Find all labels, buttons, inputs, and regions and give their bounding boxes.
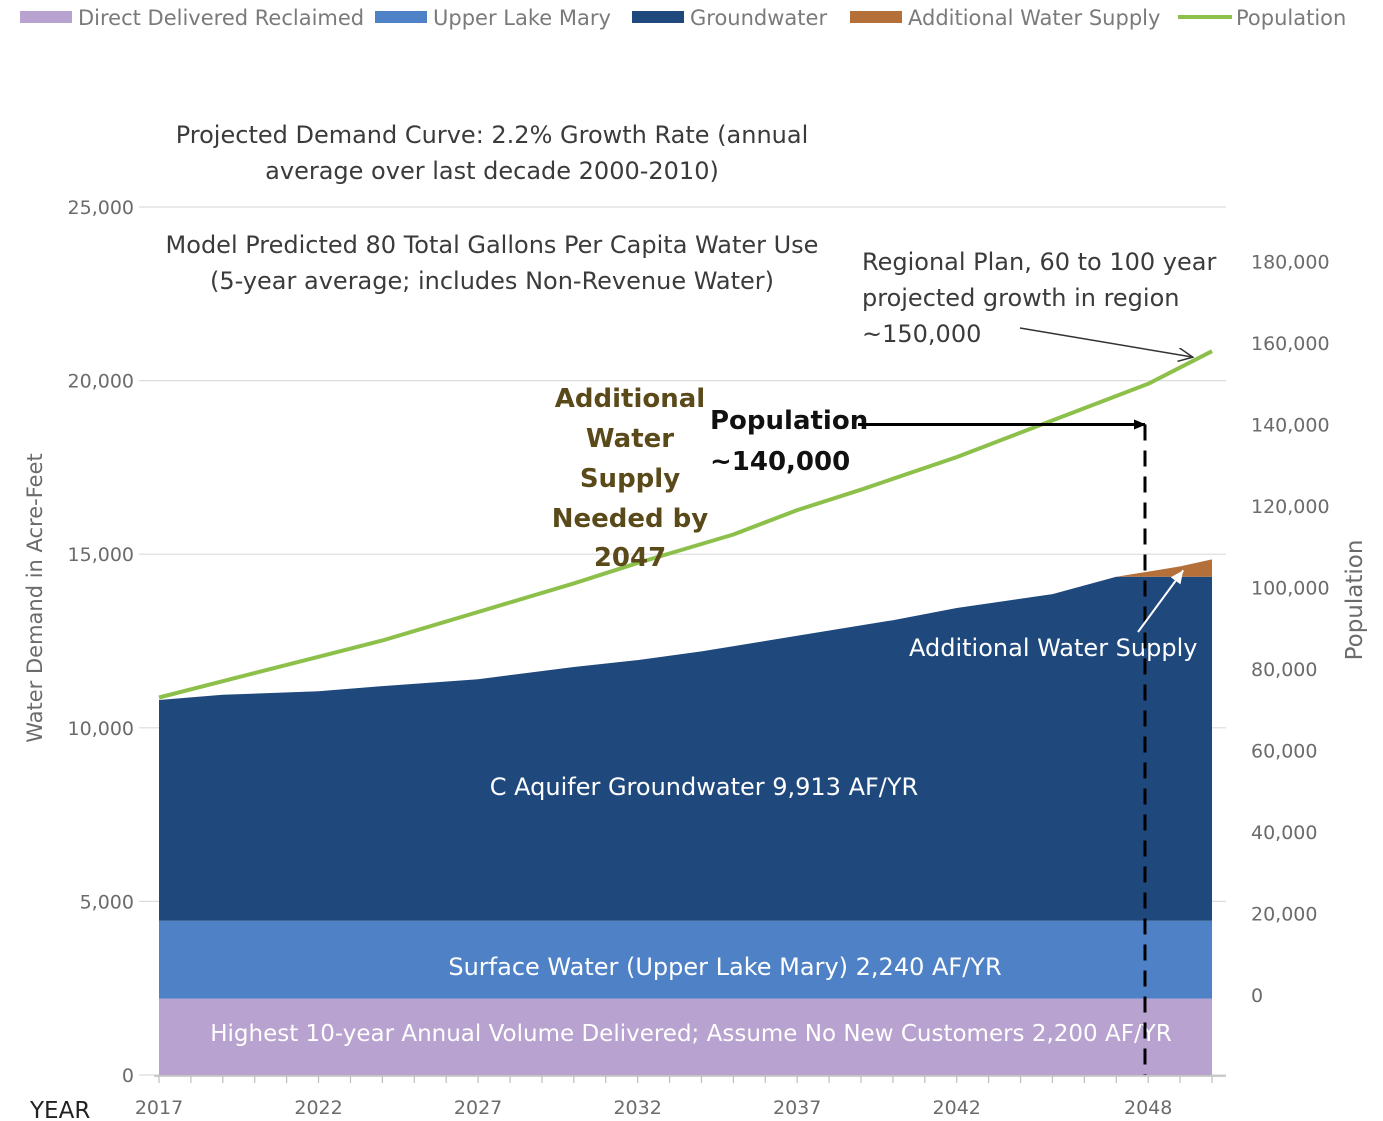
legend-item-upper-lake-mary: Upper Lake Mary	[375, 6, 611, 30]
y-tick-label-2: 10,000	[68, 718, 134, 740]
legend-label-additional-water-supply: Additional Water Supply	[908, 6, 1160, 30]
supply-needed-note: Additional Water Supply Needed by 2047	[552, 384, 709, 573]
gpcd-line-1: Model Predicted 80 Total Gallons Per Cap…	[166, 231, 819, 259]
y2-tick-label-1: 20,000	[1251, 904, 1317, 926]
y-tick-label-5: 25,000	[68, 197, 134, 219]
gpcd-line-2: (5-year average; includes Non-Revenue Wa…	[210, 267, 774, 295]
legend: Direct Delivered Reclaimed Upper Lake Ma…	[20, 6, 1346, 30]
stacked-areas	[159, 559, 1212, 1075]
x-tick-label-5: 2042	[933, 1097, 981, 1119]
y2-tick-label-0: 0	[1251, 985, 1263, 1007]
y-tick-label-3: 15,000	[68, 544, 134, 566]
demand-curve-line-2: average over last decade 2000-2010)	[265, 157, 719, 185]
regional-plan-note: Regional Plan, 60 to 100 year projected …	[862, 248, 1216, 348]
needed-line-1: Additional	[555, 384, 705, 414]
area-groundwater	[159, 576, 1212, 921]
legend-item-groundwater: Groundwater	[632, 6, 827, 30]
needed-line-4: Needed by	[552, 504, 709, 534]
additional-water-supply-pointer-arrow	[1137, 569, 1185, 633]
gpcd-note: Model Predicted 80 Total Gallons Per Cap…	[166, 231, 819, 295]
x-axis-title: YEAR	[29, 1098, 90, 1121]
x-tick-label-1: 2022	[294, 1097, 342, 1119]
demand-curve-note: Projected Demand Curve: 2.2% Growth Rate…	[176, 121, 809, 185]
legend-swatch-additional-water-supply	[850, 11, 902, 23]
y-tick-label-0: 0	[122, 1065, 134, 1087]
regional-line-1: Regional Plan, 60 to 100 year	[862, 248, 1216, 276]
regional-pointer-arrow	[1019, 327, 1193, 357]
surface-water-label: Surface Water (Upper Lake Mary) 2,240 AF…	[448, 953, 1001, 981]
additional-water-supply-callout: Additional Water Supply	[909, 634, 1197, 662]
demand-curve-line-1: Projected Demand Curve: 2.2% Growth Rate…	[176, 121, 809, 149]
y2-tick-label-4: 80,000	[1251, 659, 1317, 681]
y2-tick-label-9: 180,000	[1251, 252, 1330, 274]
legend-swatch-groundwater	[632, 11, 684, 23]
y2-tick-label-6: 120,000	[1251, 496, 1330, 518]
y2-tick-label-5: 100,000	[1251, 578, 1330, 600]
area-direct-delivered-reclaimed	[159, 998, 1212, 1075]
x-tick-label-2: 2027	[454, 1097, 502, 1119]
legend-label-groundwater: Groundwater	[690, 6, 827, 30]
area-additional-water-supply	[1116, 559, 1212, 577]
population-line	[158, 349, 1213, 700]
y-axis-ticks: 0 5,000 10,000 15,000 20,000 25,000	[68, 197, 134, 1087]
legend-item-reclaimed: Direct Delivered Reclaimed	[20, 6, 364, 30]
needed-line-3: Supply	[580, 464, 680, 494]
legend-item-additional-water-supply: Additional Water Supply	[850, 6, 1160, 30]
x-tick-label-3: 2032	[613, 1097, 661, 1119]
population-marker-line-1: Population	[710, 406, 868, 436]
groundwater-label: C Aquifer Groundwater 9,913 AF/YR	[490, 773, 918, 801]
reclaimed-label: Highest 10-year Annual Volume Delivered;…	[210, 1021, 1172, 1047]
population-marker-line-2: ~140,000	[710, 447, 850, 477]
population-marker-note: Population ~140,000	[710, 406, 868, 477]
y2-tick-label-7: 140,000	[1251, 415, 1330, 437]
regional-line-2: projected growth in region	[862, 284, 1179, 312]
y2-tick-label-2: 40,000	[1251, 822, 1317, 844]
y2-axis-title: Population	[1342, 540, 1368, 661]
legend-label-population: Population	[1236, 6, 1346, 30]
legend-swatch-reclaimed	[20, 11, 72, 23]
y2-tick-label-8: 160,000	[1251, 333, 1330, 355]
needed-line-2: Water	[586, 424, 674, 454]
needed-line-5: 2047	[594, 543, 666, 573]
area-upper-lake-mary	[159, 920, 1212, 999]
x-tick-label-6: 2048	[1124, 1097, 1172, 1119]
legend-label-reclaimed: Direct Delivered Reclaimed	[78, 6, 364, 30]
legend-item-population: Population	[1178, 6, 1346, 30]
x-tick-label-0: 2017	[135, 1097, 183, 1119]
y-tick-label-1: 5,000	[80, 891, 134, 913]
legend-swatch-upper-lake-mary	[375, 11, 427, 23]
x-tick-label-4: 2037	[773, 1097, 821, 1119]
y2-axis-ticks: 0 20,000 40,000 60,000 80,000 100,000 120,000 1…	[1251, 252, 1330, 1008]
y-tick-label-4: 20,000	[68, 371, 134, 393]
regional-line-3: ~150,000	[862, 320, 981, 348]
legend-label-upper-lake-mary: Upper Lake Mary	[433, 6, 611, 30]
y2-tick-label-3: 60,000	[1251, 741, 1317, 763]
x-axis-ticks: 2017 2022 2027 2032 2037 2042 2048	[135, 1075, 1226, 1119]
y-axis-title: Water Demand in Acre-Feet	[23, 453, 47, 743]
